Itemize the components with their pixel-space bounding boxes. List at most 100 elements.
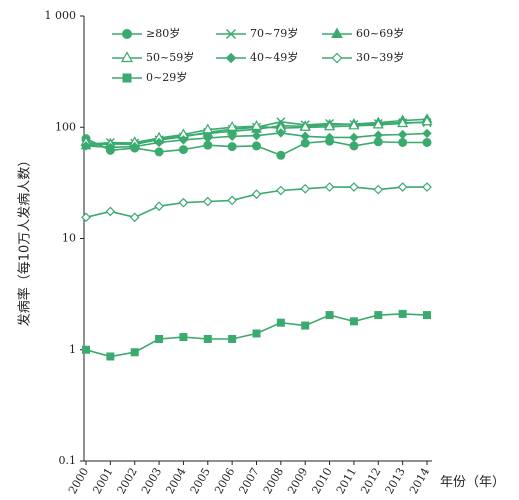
x-tick-label: 2004 [163, 466, 188, 497]
y-axis-title: 发病率（每10万人发病人数） [17, 154, 33, 327]
data-point-marker [130, 348, 139, 357]
data-point-marker [422, 182, 432, 192]
data-point-marker [422, 128, 432, 139]
data-point-marker [422, 137, 432, 147]
legend-label: 50~59岁 [146, 50, 194, 64]
data-point-marker [226, 29, 236, 39]
x-tick-label: 2011 [334, 466, 359, 497]
x-tick-label: 2005 [188, 466, 213, 497]
data-point-marker [398, 137, 408, 147]
data-point-marker [202, 123, 214, 134]
data-point-marker [129, 212, 140, 223]
data-point-marker [106, 352, 115, 361]
x-axis-title: 年份（年） [440, 475, 505, 490]
data-point-marker [349, 141, 359, 151]
data-point-marker [276, 318, 285, 327]
marker-stroke [226, 29, 236, 39]
data-point-marker [349, 132, 359, 143]
series-6 [81, 182, 432, 223]
data-point-marker [324, 182, 335, 192]
data-point-marker [105, 206, 116, 217]
data-point-marker [178, 135, 189, 145]
legend-label: 70~79岁 [250, 26, 298, 40]
x-tick-label: 2001 [90, 466, 115, 497]
data-point-marker [252, 329, 261, 338]
y-tick-label: 10 [62, 232, 76, 245]
data-point-marker [227, 131, 237, 141]
data-point-marker [373, 184, 384, 195]
data-point-marker [120, 51, 134, 63]
data-point-marker [397, 129, 408, 140]
data-point-marker [154, 147, 164, 157]
data-point-marker [122, 73, 132, 83]
data-point-marker [331, 27, 343, 38]
series-7 [82, 309, 431, 361]
data-point-marker [421, 115, 433, 126]
data-point-marker [397, 182, 408, 192]
data-point-marker [122, 29, 132, 39]
data-point-marker [374, 311, 383, 320]
x-tick-label: 2002 [115, 466, 140, 497]
legend-label: 60~69岁 [356, 26, 404, 40]
data-point-marker [155, 334, 164, 343]
data-point-marker [349, 182, 359, 192]
data-point-marker [226, 121, 238, 131]
data-point-marker [276, 128, 286, 138]
legend-label: 40~49岁 [250, 50, 298, 64]
data-point-marker [397, 117, 409, 128]
data-point-marker [203, 133, 213, 143]
y-tick-label: 1 000 [45, 9, 77, 22]
data-point-marker [105, 142, 116, 153]
data-point-marker [178, 197, 189, 208]
series-group [80, 113, 433, 361]
data-point-marker [130, 141, 140, 152]
data-point-marker [225, 52, 237, 64]
legend-item: ≥80岁 [112, 26, 180, 40]
data-point-marker [81, 212, 91, 223]
data-point-marker [154, 201, 164, 212]
legend-item: 30~39岁 [322, 50, 404, 64]
data-point-marker [423, 311, 431, 320]
data-point-marker [250, 120, 263, 130]
x-tick-label: 2007 [236, 466, 261, 497]
legend-label: ≥80岁 [146, 26, 180, 40]
x-tick-label: 2010 [310, 466, 335, 497]
data-point-marker [372, 118, 384, 129]
legend-item: 0~29岁 [112, 70, 187, 84]
data-point-marker [301, 321, 310, 330]
data-point-marker [331, 52, 343, 64]
data-point-marker [324, 132, 335, 143]
data-point-marker [299, 121, 311, 131]
data-point-marker [154, 137, 164, 148]
data-point-marker [82, 345, 90, 354]
legend-item: 40~49岁 [216, 50, 298, 64]
legend-item: 60~69岁 [322, 26, 404, 40]
x-tick-label: 2012 [358, 466, 383, 497]
data-point-marker [179, 333, 188, 342]
data-point-marker [300, 131, 310, 141]
series-5 [81, 128, 432, 153]
data-point-marker [251, 189, 262, 200]
y-tick-label: 0.1 [59, 454, 77, 467]
data-point-marker [252, 141, 261, 151]
data-point-marker [398, 309, 407, 318]
data-point-marker [178, 145, 188, 155]
y-tick-label: 100 [55, 120, 76, 133]
data-point-marker [228, 334, 237, 343]
data-point-marker [324, 120, 336, 131]
legend: ≥80岁 70~79岁 60~69岁 50~59岁 40~49岁 30~39岁 0~29岁 [112, 26, 404, 84]
x-tick-label: 2008 [261, 466, 286, 497]
legend-item: 50~59岁 [112, 50, 194, 64]
data-point-marker [203, 334, 212, 343]
legend-item: 70~79岁 [216, 26, 298, 40]
data-point-marker [300, 183, 311, 194]
legend-label: 30~39岁 [356, 50, 404, 64]
data-point-marker [276, 150, 286, 160]
data-point-marker [202, 196, 213, 207]
data-point-marker [348, 119, 360, 130]
data-point-marker [251, 130, 262, 141]
data-point-marker [227, 142, 237, 152]
x-tick-label: 2014 [407, 466, 432, 497]
